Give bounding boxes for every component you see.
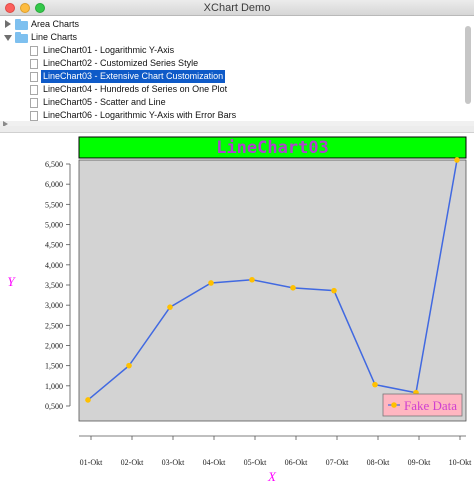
data-point xyxy=(249,276,255,283)
x-tick-label: 08-Okt xyxy=(367,458,390,467)
maximize-window-icon[interactable] xyxy=(35,3,45,13)
y-tick-label: 1,500 xyxy=(45,362,63,371)
tree-item-label: LineChart02 - Customized Series Style xyxy=(43,58,199,68)
minimize-window-icon[interactable] xyxy=(20,3,30,13)
tree-item-linechart04[interactable]: LineChart04 - Hundreds of Series on One … xyxy=(0,83,460,96)
y-tick-label: 5,500 xyxy=(45,200,63,209)
tree-item-linechart06[interactable]: LineChart06 - Logarithmic Y-Axis with Er… xyxy=(0,109,460,122)
tree-item-label-selected: LineChart03 - Extensive Chart Customizat… xyxy=(41,70,226,83)
tree-item-label: LineChart05 - Scatter and Line xyxy=(43,97,166,107)
y-tick-label: 1,000 xyxy=(45,382,63,391)
file-icon xyxy=(30,111,38,121)
file-icon xyxy=(30,46,38,56)
y-tick-label: 6,000 xyxy=(45,180,63,189)
tree-item-label: LineChart04 - Hundreds of Series on One … xyxy=(43,84,228,94)
legend-marker-swatch xyxy=(391,402,397,408)
tree-folder-area-charts[interactable]: Area Charts xyxy=(0,18,460,31)
x-tick-label: 02-Okt xyxy=(121,458,144,467)
x-tick-label: 09-Okt xyxy=(408,458,431,467)
collapse-triangle-icon[interactable] xyxy=(4,35,12,41)
split-pane-divider[interactable] xyxy=(0,126,474,133)
expand-triangle-icon[interactable] xyxy=(5,20,11,28)
y-tick-label: 3,500 xyxy=(45,281,63,290)
y-tick-label: 2,500 xyxy=(45,321,63,330)
series-line xyxy=(87,159,458,401)
scrollbar-thumb[interactable] xyxy=(465,26,471,104)
tree-horizontal-scrollbar[interactable] xyxy=(0,121,474,127)
x-tick-label: 05-Okt xyxy=(244,458,267,467)
y-tick-label: 2,000 xyxy=(45,342,63,351)
data-point xyxy=(331,287,337,294)
tree-vertical-scrollbar[interactable] xyxy=(465,18,471,110)
chart-title: LineChart03 xyxy=(216,138,329,158)
y-tick-label: 4,000 xyxy=(45,261,63,270)
tree-folder-label: Line Charts xyxy=(31,32,78,42)
x-tick-label: 10-Okt xyxy=(449,458,472,467)
file-icon xyxy=(30,59,38,69)
chart-title-box xyxy=(78,136,467,159)
data-point xyxy=(208,280,214,286)
data-point xyxy=(85,397,91,403)
file-icon xyxy=(30,72,38,82)
y-tick-label: 5,000 xyxy=(45,221,63,230)
series-layer xyxy=(85,157,460,403)
legend-label: Fake Data xyxy=(404,398,457,413)
y-axis: 0,500 1,000 1,500 2,000 2,500 3,000 3,500 4,000… xyxy=(45,160,71,411)
tree-item-linechart03[interactable]: LineChart03 - Extensive Chart Customizat… xyxy=(0,70,460,83)
close-window-icon[interactable] xyxy=(5,3,15,13)
data-point xyxy=(290,285,296,291)
window-title: XChart Demo xyxy=(203,2,271,14)
y-tick-label: 6,500 xyxy=(45,160,63,169)
scroll-right-arrow-icon[interactable] xyxy=(3,121,8,127)
y-axis-label: Y xyxy=(7,274,16,289)
tree-item-label: LineChart06 - Logarithmic Y-Axis with Er… xyxy=(43,110,237,120)
x-tick-label: 03-Okt xyxy=(162,458,185,467)
line-chart: LineChart03 0,500 1,000 1,500 2,000 2,500 3,0… xyxy=(7,136,472,484)
chart-tree: Area Charts Line Charts LineChart01 - Lo… xyxy=(0,16,474,127)
data-point xyxy=(126,362,132,369)
tree-item-linechart01[interactable]: LineChart01 - Logarithmic Y-Axis xyxy=(0,44,460,57)
y-tick-label: 4,500 xyxy=(45,241,63,250)
y-tick-label: 0,500 xyxy=(45,402,63,411)
plot-area xyxy=(78,159,467,422)
x-axis-label: X xyxy=(267,469,277,484)
x-tick-label: 07-Okt xyxy=(326,458,349,467)
folder-icon xyxy=(15,19,28,30)
window-title-bar: XChart Demo xyxy=(0,0,474,16)
folder-icon xyxy=(15,32,28,43)
x-tick-label: 06-Okt xyxy=(285,458,308,467)
file-icon xyxy=(30,98,38,108)
x-tick-label: 01-Okt xyxy=(80,458,103,467)
data-point xyxy=(167,304,173,310)
tree-item-label: LineChart01 - Logarithmic Y-Axis xyxy=(43,45,175,55)
y-tick-label: 3,000 xyxy=(45,301,63,310)
tree-item-linechart05[interactable]: LineChart05 - Scatter and Line xyxy=(0,96,460,109)
tree-item-linechart02[interactable]: LineChart02 - Customized Series Style xyxy=(0,57,460,70)
file-icon xyxy=(30,85,38,95)
x-tick-label: 04-Okt xyxy=(203,458,226,467)
legend-box xyxy=(382,393,463,417)
tree-folder-label: Area Charts xyxy=(31,19,80,29)
chart-panel: LineChart03 0,500 1,000 1,500 2,000 2,500 3,0… xyxy=(0,134,474,489)
tree-folder-line-charts[interactable]: Line Charts xyxy=(0,31,460,44)
data-point xyxy=(454,157,460,163)
chart-legend: Fake Data xyxy=(382,393,463,417)
x-axis: 01-Okt 02-Okt 03-Okt 04-Okt 05-Okt 06-Okt 07-O… xyxy=(79,435,472,467)
data-point xyxy=(372,381,378,388)
